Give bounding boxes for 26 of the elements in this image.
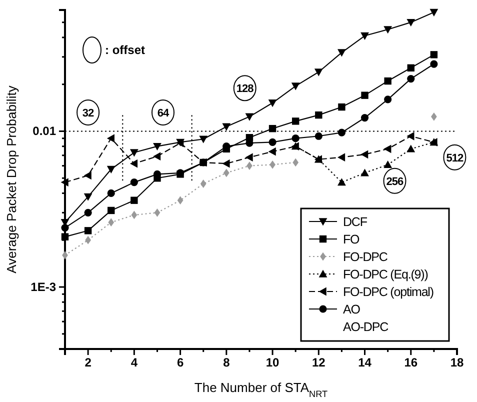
annotation: 64	[157, 107, 170, 120]
x-tick-label: 10	[266, 356, 280, 370]
annotation: : offset	[105, 43, 145, 57]
legend-label: FO	[343, 232, 360, 246]
x-tick-label: 16	[404, 356, 418, 370]
annotation: 128	[236, 83, 254, 96]
legend-label: AO-DPC	[343, 320, 389, 334]
x-tick-label: 8	[223, 356, 230, 370]
legend-label: FO-DPC (optimal)	[343, 285, 434, 299]
y-tick-label: 0.01	[32, 124, 56, 138]
x-axis-title: The Number of STA$_{NRT}$	[194, 380, 328, 399]
x-tick-label: 14	[358, 356, 372, 370]
annotation: 32	[82, 107, 94, 120]
legend-label: FO-DPC (Eq.(9))	[343, 268, 428, 282]
annotation: 512	[446, 152, 464, 164]
y-axis-title: Average Packet Drop Probability	[4, 85, 19, 274]
legend-label: AO	[343, 302, 361, 316]
annotation: 256	[386, 176, 404, 188]
x-tick-label: 2	[84, 356, 92, 370]
x-tick-label: 18	[450, 356, 464, 370]
x-tick-label: 4	[130, 356, 138, 370]
legend-label: FO-DPC	[343, 250, 388, 264]
x-tick-label: 12	[312, 356, 326, 370]
y-tick-label: 1E-3	[30, 280, 56, 294]
legend-label: DCF	[343, 215, 368, 229]
x-tick-label: 6	[176, 356, 184, 370]
